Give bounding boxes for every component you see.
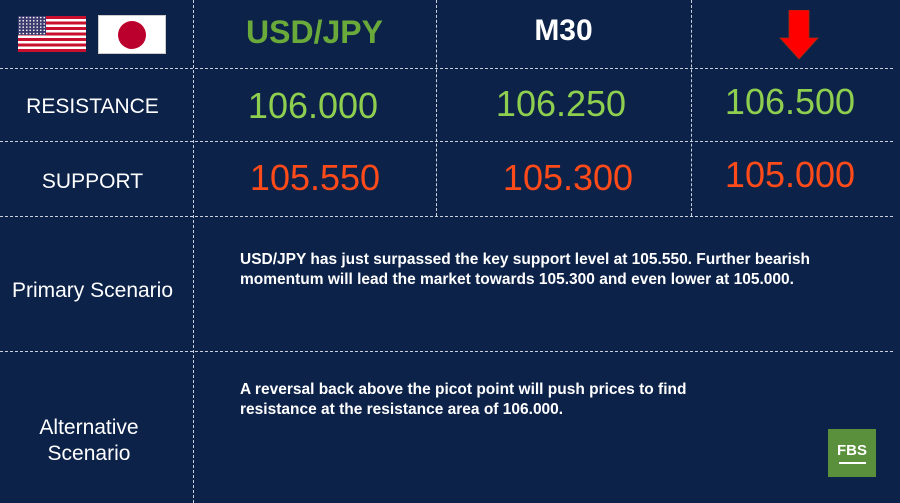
resistance-value-2: 106.250 bbox=[495, 83, 627, 124]
row-divider bbox=[0, 68, 893, 69]
support-value-3: 105.000 bbox=[724, 154, 856, 195]
pair-title: USD/JPY bbox=[246, 14, 383, 50]
resistance-value-1: 106.000 bbox=[247, 85, 379, 126]
fbs-logo-text: FBS bbox=[837, 442, 867, 459]
row-divider bbox=[0, 351, 893, 352]
resistance-value-3: 106.500 bbox=[724, 81, 856, 122]
alternative-scenario-label: Alternative Scenario bbox=[0, 415, 178, 467]
alternative-label-line1: Alternative bbox=[39, 416, 139, 439]
support-label: SUPPORT bbox=[41, 170, 144, 193]
primary-scenario-label: Primary Scenario bbox=[11, 279, 174, 302]
us-flag-icon bbox=[18, 16, 86, 52]
primary-scenario-text: USD/JPY has just surpassed the key suppo… bbox=[240, 251, 810, 288]
column-divider bbox=[691, 0, 692, 216]
column-divider bbox=[193, 0, 194, 503]
alternative-label-line2: Scenario bbox=[47, 442, 131, 465]
support-value-2: 105.300 bbox=[502, 157, 634, 198]
row-divider bbox=[0, 216, 893, 217]
column-divider bbox=[436, 0, 437, 216]
japan-flag-icon bbox=[98, 15, 166, 54]
red-arrow-down-icon bbox=[779, 10, 819, 60]
support-value-1: 105.550 bbox=[249, 157, 381, 198]
alternative-scenario-text: A reversal back above the picot point wi… bbox=[240, 381, 687, 418]
row-divider bbox=[0, 141, 893, 142]
resistance-label: RESISTANCE bbox=[26, 95, 159, 118]
fbs-logo: FBS bbox=[828, 429, 876, 477]
timeframe: M30 bbox=[534, 14, 593, 47]
